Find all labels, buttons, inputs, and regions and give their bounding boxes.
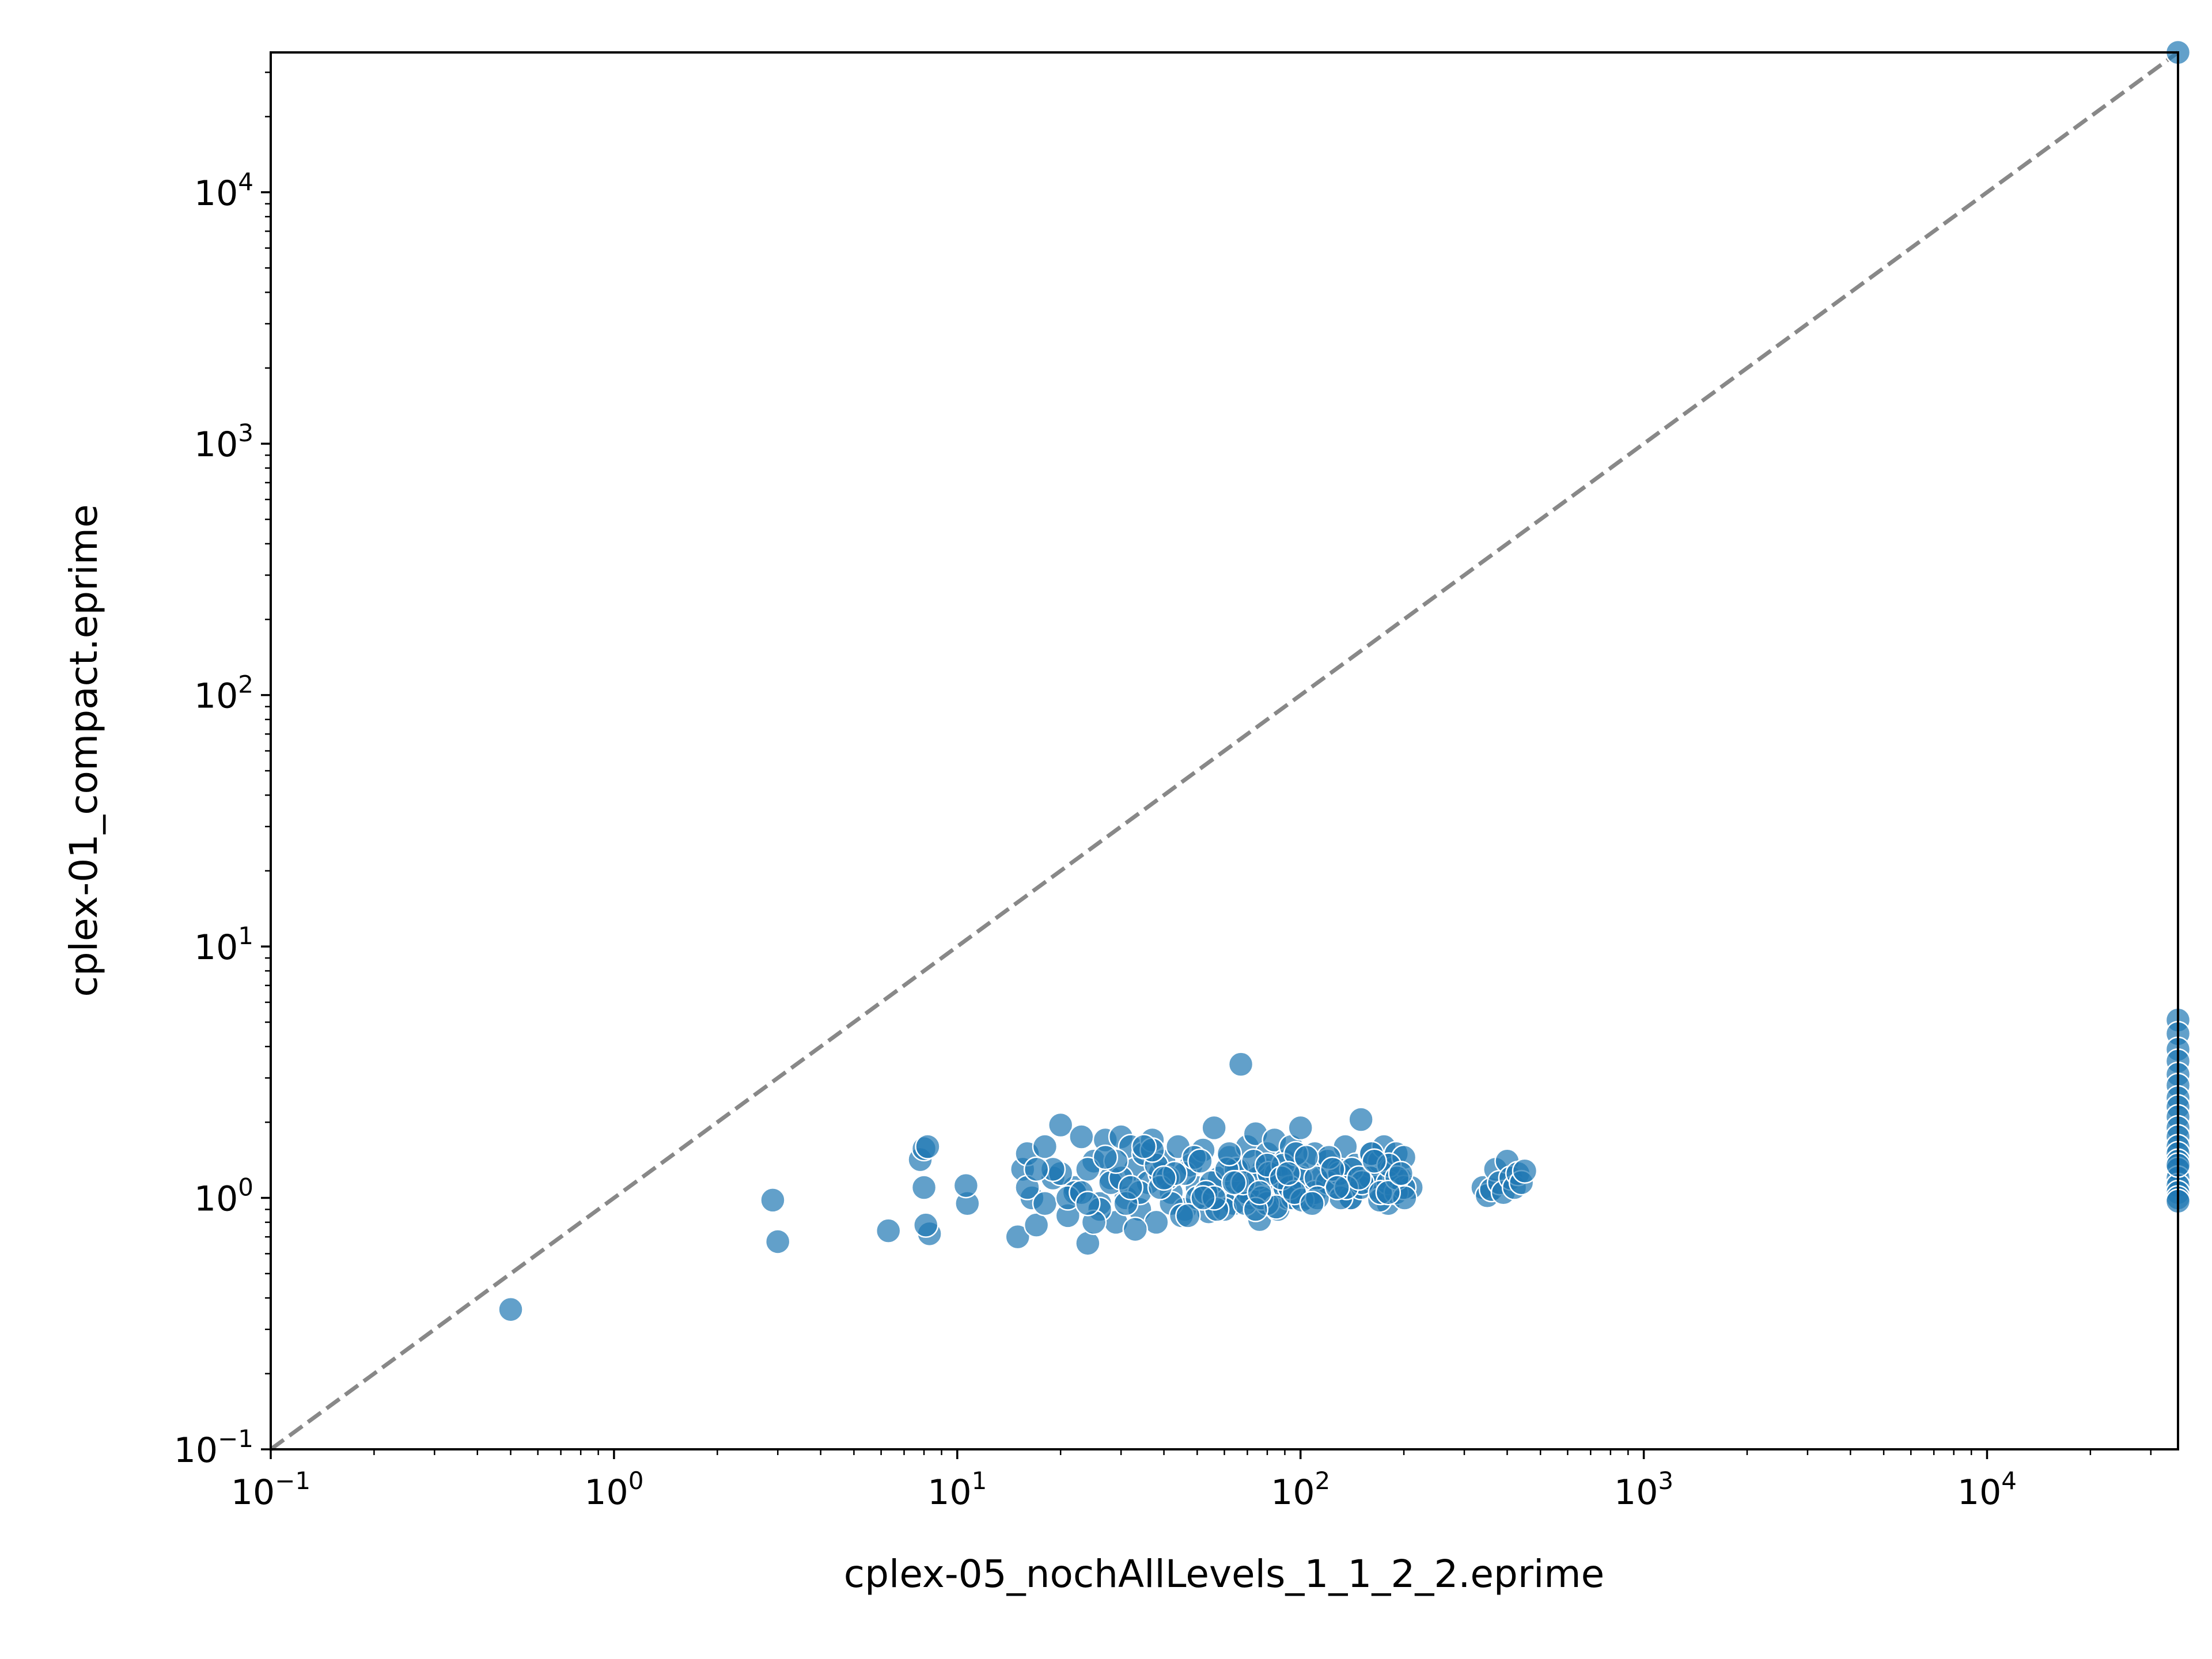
- scatter-point: [1287, 1115, 1313, 1141]
- scatter-point: [1075, 1191, 1101, 1217]
- scatter-point: [1299, 1191, 1325, 1217]
- scatter-point: [1187, 1148, 1213, 1175]
- plot-frame: [270, 51, 2179, 1450]
- scatter-point: [1346, 1165, 1372, 1191]
- scatter-point: [911, 1175, 937, 1200]
- y-tick-label: 103: [194, 419, 253, 465]
- scatter-point: [1388, 1161, 1414, 1187]
- scatter-point: [1228, 1051, 1254, 1077]
- scatter-point: [1118, 1175, 1144, 1200]
- scatter-point: [1221, 1169, 1247, 1196]
- scatter-point: [1032, 1191, 1058, 1217]
- scatter-point: [1190, 1185, 1216, 1211]
- y-axis-label: cplex-01_compact.eprime: [62, 504, 106, 997]
- y-tick-label: 100: [194, 1173, 253, 1219]
- points-layer: [498, 39, 2191, 1323]
- scatter-point: [1023, 1156, 1050, 1183]
- scatter-point: [1375, 1180, 1402, 1206]
- scatter-point: [1005, 1224, 1031, 1250]
- diagonal-reference-line: [269, 51, 2180, 1451]
- scatter-point: [1324, 1175, 1350, 1200]
- scatter-point: [764, 1229, 791, 1255]
- scatter-point: [1151, 1165, 1177, 1191]
- y-tick-label: 104: [194, 168, 253, 214]
- y-tick-label: 10−1: [174, 1425, 253, 1471]
- tick-label-layer: 10−1 100 101 102 103 104 10−1 100 101 102 103 104: [174, 168, 2017, 1513]
- x-tick-label: 100: [584, 1467, 643, 1513]
- scatter-point: [1201, 1115, 1227, 1141]
- y-tick-label: 101: [194, 922, 253, 968]
- scatter-point: [1075, 1156, 1101, 1183]
- scatter-point: [1361, 1148, 1387, 1175]
- scatter-point: [875, 1218, 902, 1244]
- scatter-point: [1023, 1212, 1050, 1238]
- x-tick-label: 101: [927, 1467, 987, 1513]
- y-tick-label: 102: [194, 671, 253, 717]
- x-tick-label: 104: [1957, 1467, 2017, 1513]
- scatter-point: [1247, 1180, 1272, 1206]
- scatter-point: [1032, 1134, 1058, 1160]
- x-tick-label: 103: [1614, 1467, 1673, 1513]
- scatter-point: [1069, 1124, 1094, 1150]
- scatter-point: [1293, 1144, 1320, 1171]
- x-axis-label: cplex-05_nochAllLevels_1_1_2_2.eprime: [844, 1552, 1604, 1596]
- scatter-point: [953, 1172, 979, 1199]
- scatter-point: [1175, 1203, 1201, 1229]
- scatter-point: [1092, 1144, 1119, 1171]
- scatter-point: [913, 1212, 939, 1238]
- scatter-point: [1131, 1134, 1157, 1160]
- x-tick-label: 102: [1271, 1467, 1330, 1513]
- scatter-point: [915, 1134, 941, 1160]
- scatter-point: [760, 1187, 786, 1213]
- scatter-point: [1512, 1158, 1538, 1184]
- scatter-point: [1275, 1161, 1301, 1187]
- scatter-point: [1047, 1112, 1074, 1138]
- scatter-point: [498, 1296, 524, 1323]
- x-tick-label: 10−1: [231, 1467, 310, 1513]
- reference-line-layer: [269, 51, 2180, 1451]
- scatter-point: [1216, 1141, 1243, 1166]
- scatter-point: [1348, 1107, 1374, 1132]
- scatter-point: [1122, 1216, 1149, 1243]
